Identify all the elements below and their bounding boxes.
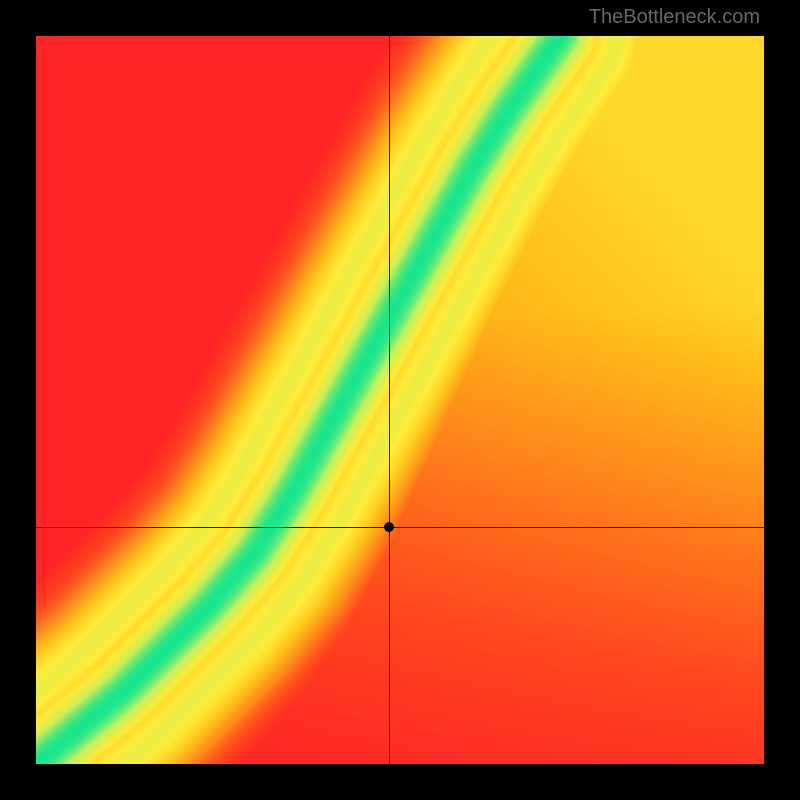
crosshair-vertical xyxy=(389,36,390,764)
crosshair-marker xyxy=(384,522,394,532)
heatmap-canvas xyxy=(36,36,764,764)
heatmap-plot xyxy=(36,36,764,764)
watermark-text: TheBottleneck.com xyxy=(589,6,760,29)
crosshair-horizontal xyxy=(36,527,764,528)
